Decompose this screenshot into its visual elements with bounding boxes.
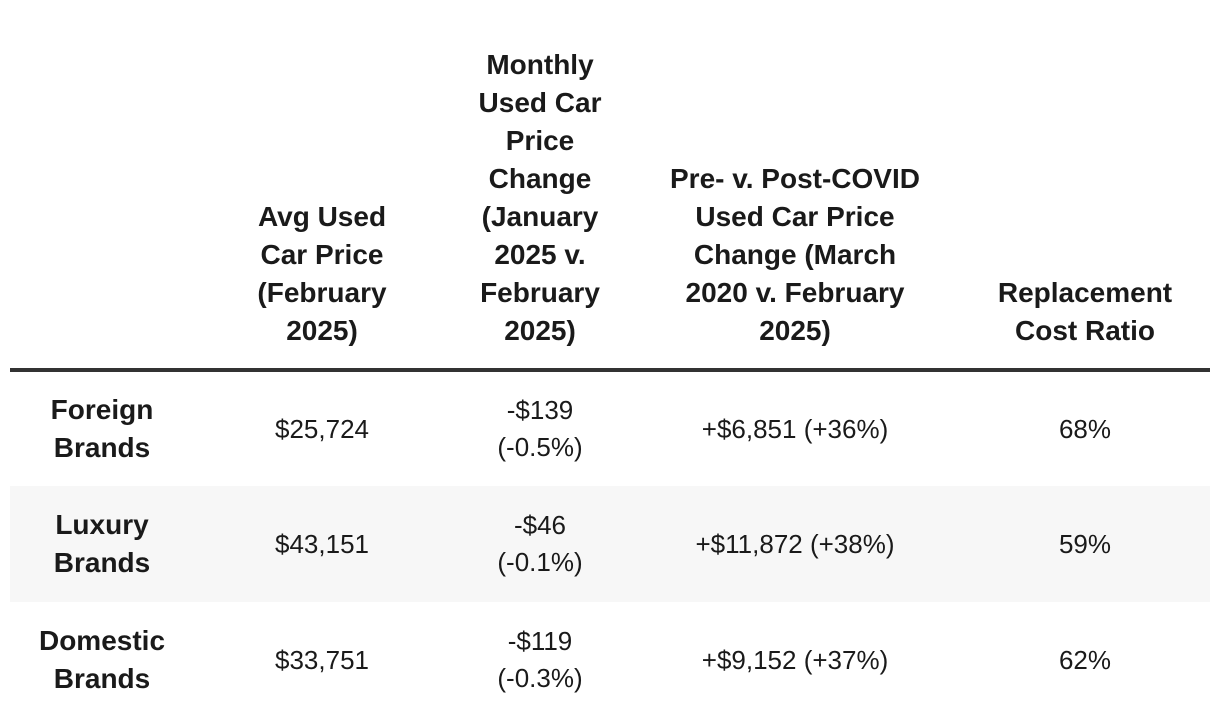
brand-cell: Luxury Brands <box>53 509 151 578</box>
header-replacement-ratio: Replacement Cost Ratio <box>960 46 1210 372</box>
table-row: Luxury Brands $43,151 -$46 (-0.1%) +$11,… <box>10 486 1210 602</box>
header-covid-change: Pre- v. Post-COVID Used Car Price Change… <box>630 46 960 372</box>
avg-price-cell: $43,151 <box>275 528 369 559</box>
covid-change-cell: +$9,152 (+37%) <box>701 644 889 675</box>
replacement-ratio-cell: 62% <box>1058 644 1112 675</box>
header-monthly-change: Monthly Used Car Price Change (January 2… <box>450 46 630 372</box>
covid-change-cell: +$11,872 (+38%) <box>695 528 895 559</box>
brand-cell: Domestic Brands <box>38 625 166 694</box>
header-monthly-change-label: Monthly Used Car Price Change (January 2… <box>478 49 602 346</box>
header-brand <box>10 46 194 372</box>
used-car-price-table: Avg Used Car Price (February 2025) Month… <box>10 46 1210 718</box>
monthly-change-cell: -$119 (-0.3%) <box>497 626 583 693</box>
header-replacement-ratio-label: Replacement Cost Ratio <box>997 277 1173 346</box>
monthly-change-cell: -$46 (-0.1%) <box>497 510 583 577</box>
avg-price-cell: $25,724 <box>275 413 369 444</box>
avg-price-cell: $33,751 <box>275 644 369 675</box>
replacement-ratio-cell: 59% <box>1058 528 1112 559</box>
table-header-row: Avg Used Car Price (February 2025) Month… <box>10 46 1210 372</box>
header-avg-price-label: Avg Used Car Price (February 2025) <box>257 201 387 346</box>
table-row: Foreign Brands $25,724 -$139 (-0.5%) +$6… <box>10 370 1210 486</box>
monthly-change-cell: -$139 (-0.5%) <box>497 395 583 462</box>
table-row: Domestic Brands $33,751 -$119 (-0.3%) +$… <box>10 602 1210 718</box>
header-avg-price: Avg Used Car Price (February 2025) <box>194 46 450 372</box>
replacement-ratio-cell: 68% <box>1058 413 1112 444</box>
covid-change-cell: +$6,851 (+36%) <box>701 413 889 444</box>
brand-cell: Foreign Brands <box>50 394 154 463</box>
header-covid-change-label: Pre- v. Post-COVID Used Car Price Change… <box>670 163 920 346</box>
